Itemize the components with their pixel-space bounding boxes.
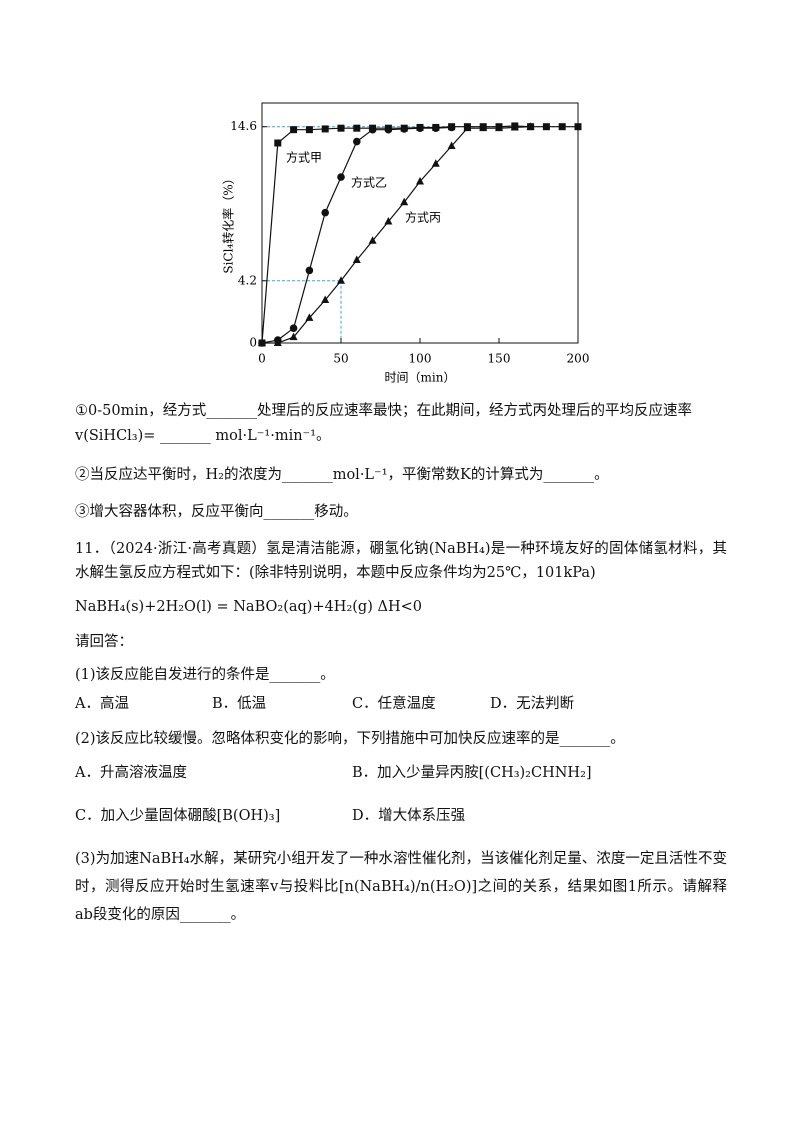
data-point	[416, 124, 424, 132]
x-tick-label: 0	[258, 352, 266, 366]
series-label: 方式乙	[351, 175, 387, 190]
data-point	[368, 125, 377, 134]
chart: 0 4.2 14.6 0 50 100 150 200 时间（min） SiCl₄转化率（%） 方式…	[221, 102, 590, 385]
data-point	[384, 125, 393, 134]
data-point	[337, 173, 345, 181]
text-line: ③增大容器体积，反应平衡向_______移动。	[75, 504, 358, 520]
text-line: ①0-50min，经方式_______处理后的反应速率最快；在此期间，经方式丙处…	[75, 403, 693, 419]
x-axis-label: 时间（min）	[385, 371, 456, 385]
x-tick-label: 150	[488, 352, 511, 366]
text-line: ②当反应达平衡时，H₂的浓度为_______mol·L⁻¹，平衡常数K的计算式为…	[75, 467, 609, 483]
data-point	[305, 313, 314, 321]
data-point	[337, 276, 345, 284]
data-point	[289, 324, 298, 332]
series-label: 方式丙	[405, 210, 441, 225]
data-point	[353, 124, 361, 132]
x-tick-label: 50	[333, 352, 348, 366]
data-point	[447, 141, 456, 149]
data-point	[479, 123, 488, 132]
option: A．升高溶液温度	[75, 765, 187, 781]
data-point	[273, 338, 282, 346]
text-line: (2)该反应比较缓慢。忽略体积变化的影响，下列措施中可加快反应速率的是_____…	[75, 731, 625, 747]
y-tick-label: 4.2	[238, 273, 257, 287]
data-point	[542, 123, 550, 131]
data-point	[353, 137, 361, 146]
data-point	[495, 123, 503, 132]
data-point	[447, 123, 456, 132]
option: B．加入少量异丙胺[(CH₃)₂CHNH₂]	[352, 765, 592, 781]
option: A．高温	[75, 696, 129, 712]
y-tick-label: 14.6	[230, 119, 257, 133]
option: D．增大体系压强	[352, 808, 466, 824]
option: C．任意温度	[352, 696, 436, 712]
data-point	[305, 266, 314, 275]
data-point	[305, 126, 313, 134]
data-point	[510, 122, 519, 131]
data-point	[289, 332, 298, 341]
text-line: v(SiHCl₃)= _______ mol·L⁻¹·min⁻¹。	[75, 428, 331, 444]
data-point	[337, 124, 345, 132]
data-point	[432, 124, 440, 132]
x-tick-label: 100	[409, 352, 432, 366]
series-label: 方式甲	[286, 150, 322, 165]
data-point	[400, 125, 409, 133]
data-point	[321, 125, 329, 133]
text-line: 请回答：	[75, 634, 133, 650]
option: D．无法判断	[490, 696, 575, 712]
data-point	[574, 123, 582, 131]
data-point	[352, 255, 361, 264]
data-point	[416, 177, 424, 185]
text-line: (1)该反应能自发进行的条件是_______。	[75, 667, 335, 683]
data-point	[274, 139, 282, 147]
data-point	[321, 295, 330, 304]
option: B．低温	[212, 696, 267, 712]
data-point	[384, 217, 393, 225]
data-point	[258, 338, 266, 346]
series-line	[262, 126, 531, 344]
data-point	[463, 123, 472, 132]
data-point	[558, 123, 566, 131]
data-point	[290, 126, 298, 134]
y-tick-label: 0	[249, 336, 257, 350]
text-line: 11．（2024·浙江·高考真题）氢是清洁能源，硼氢化钠(NaBH₄)是一种环境…	[75, 541, 727, 581]
data-point	[526, 122, 535, 130]
data-point	[431, 159, 440, 167]
x-tick-label: 200	[567, 352, 590, 366]
data-point	[368, 236, 377, 244]
y-axis-label: SiCl₄转化率（%）	[221, 172, 236, 273]
equation: NaBH₄(s)+2H₂O(l) = NaBO₂(aq)+4H₂(g) ΔH<0	[75, 599, 422, 615]
option: C．加入少量固体硼酸[B(OH)₃]	[75, 808, 281, 824]
text-line: (3)为加速NaBH₄水解，某研究小组开发了一种水溶性催化剂，当该催化剂足量、浓…	[75, 851, 727, 923]
data-point	[400, 197, 409, 206]
data-point	[321, 208, 330, 217]
